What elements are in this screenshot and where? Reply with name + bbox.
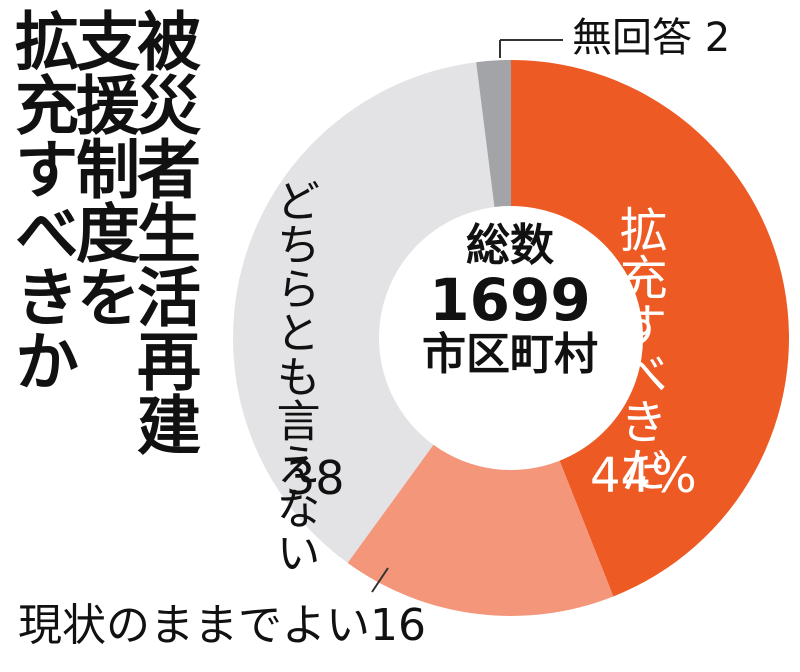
donut-slice-0 [511, 60, 790, 597]
slice-value-undecided: 38 [286, 451, 345, 505]
center-title: 総数 [466, 220, 554, 271]
leader-line-keep [371, 567, 389, 593]
chart-title-line-3: 拡充すべきか [4, 8, 78, 392]
donut-center-label: 総数 1699 市区町村 [390, 220, 630, 381]
slice-label-keep-as-is: 現状のままでよい16 [18, 600, 426, 651]
center-total-number: 1699 [429, 266, 591, 335]
donut-slice-2 [233, 62, 495, 563]
slice-label-expand: 拡充すべきだ [610, 205, 667, 493]
chart-title-line-1: 被災者生活再建 [126, 8, 200, 456]
donut-slice-1 [347, 444, 614, 616]
chart-title-line-2: 支援制度を [65, 8, 139, 328]
center-unit: 市区町村 [422, 329, 598, 381]
slice-label-undecided: どちらとも言えない [268, 178, 320, 574]
slice-value-expand: 44% [590, 448, 697, 504]
slice-label-no-answer: 無回答 2 [572, 15, 731, 61]
donut-slice-3 [476, 60, 511, 208]
